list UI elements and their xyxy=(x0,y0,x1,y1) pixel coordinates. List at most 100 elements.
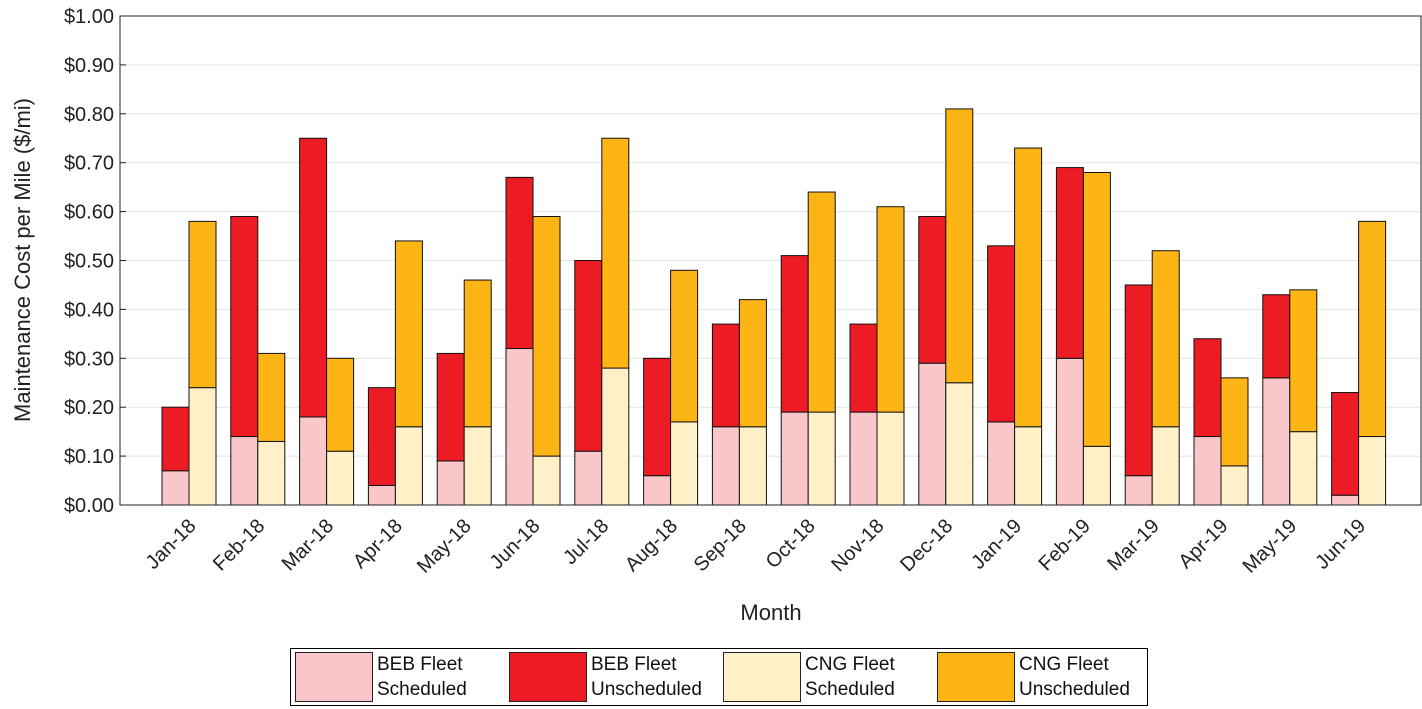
bar-segment xyxy=(711,323,740,428)
bar-segment xyxy=(1124,284,1153,477)
bar-segment xyxy=(1220,377,1249,467)
bar-segment xyxy=(326,450,355,506)
bar-segment xyxy=(738,426,767,506)
bar-segment xyxy=(367,484,396,506)
bar-segment xyxy=(849,323,878,413)
y-tick-label: $0.90 xyxy=(64,55,114,77)
x-tick-label: Jan-18 xyxy=(142,515,201,574)
chart: Month Maintenance Cost per Mile ($/mi) $… xyxy=(10,6,1422,625)
x-tick-label: Mar-19 xyxy=(1103,515,1163,575)
plot-frame xyxy=(119,15,1422,506)
legend-entry: CNG Fleet Unscheduled xyxy=(933,652,1147,702)
bar-segment xyxy=(367,387,396,486)
bar-segment xyxy=(643,357,672,477)
bar-segment xyxy=(1193,436,1222,506)
x-tick-label: Apr-19 xyxy=(1175,515,1233,573)
y-tick-label: $1.00 xyxy=(64,6,114,28)
x-tick-label: Feb-18 xyxy=(209,515,269,575)
bar-segment xyxy=(188,387,217,506)
bar-segment xyxy=(876,411,905,506)
bar-segment xyxy=(299,137,328,418)
bar-segment xyxy=(1220,465,1249,506)
x-tick-label: Sep-18 xyxy=(690,515,751,576)
x-tick-label: Dec-18 xyxy=(896,515,957,576)
x-tick-label: Nov-18 xyxy=(827,515,888,576)
bar-segment xyxy=(505,348,534,506)
bar-segment xyxy=(1124,475,1153,506)
bar-segment xyxy=(918,215,947,364)
bar-segment xyxy=(670,269,699,423)
legend-label: BEB Fleet Scheduled xyxy=(377,654,467,700)
bar-segment xyxy=(257,352,286,442)
bar-segment xyxy=(1331,392,1360,496)
bar-segment xyxy=(188,220,217,389)
legend-swatch xyxy=(295,652,373,702)
y-tick-label: $0.80 xyxy=(64,104,114,126)
x-tick-label: Jan-19 xyxy=(967,515,1026,574)
y-axis-label: Maintenance Cost per Mile ($/mi) xyxy=(10,98,35,422)
legend-label: BEB Fleet Unscheduled xyxy=(591,654,702,700)
bar-segment xyxy=(643,475,672,506)
bar-segment xyxy=(436,352,465,462)
bar-segment xyxy=(1082,171,1111,447)
x-tick-label: May-19 xyxy=(1239,515,1302,578)
y-tick-label: $0.10 xyxy=(64,446,114,468)
bar-segment xyxy=(161,470,190,506)
bar-segment xyxy=(230,436,259,506)
bar-segment xyxy=(1014,426,1043,506)
legend-label: CNG Fleet Scheduled xyxy=(805,654,895,700)
bar-segment xyxy=(601,367,630,506)
bar-segment xyxy=(601,137,630,369)
bar-segment xyxy=(945,108,974,384)
bar-segment xyxy=(1055,357,1084,506)
x-tick-label: Mar-18 xyxy=(278,515,338,575)
bar-segment xyxy=(532,215,561,457)
bar-segment xyxy=(1055,167,1084,359)
bar-segment xyxy=(257,440,286,506)
legend-label: CNG Fleet Unscheduled xyxy=(1019,654,1130,700)
bar-segment xyxy=(1262,377,1291,506)
bar-segment xyxy=(780,255,809,413)
bar-segment xyxy=(918,362,947,506)
bar-segment xyxy=(463,279,492,428)
bar-segment xyxy=(945,382,974,506)
x-axis-label: Month xyxy=(740,600,801,625)
bar-segment xyxy=(1193,338,1222,438)
bar-segment xyxy=(394,240,423,428)
bar-segment xyxy=(711,426,740,506)
bar-segment xyxy=(161,406,190,472)
bar-segment xyxy=(987,245,1016,423)
y-tick-label: $0.60 xyxy=(64,202,114,224)
x-tick-label: Jul-18 xyxy=(559,515,613,569)
bar-segment xyxy=(1151,250,1180,428)
legend-swatch xyxy=(937,652,1015,702)
bar-segment xyxy=(574,260,603,452)
x-tick-label: Aug-18 xyxy=(621,515,682,576)
bar-segment xyxy=(574,450,603,506)
bar-segment xyxy=(1151,426,1180,506)
x-tick-label: Apr-18 xyxy=(349,515,407,573)
bar-segment xyxy=(230,215,259,438)
legend: BEB Fleet Scheduled BEB Fleet Unscheduled… xyxy=(290,648,1148,706)
y-tick-label: $0.20 xyxy=(64,397,114,419)
legend-entry: CNG Fleet Scheduled xyxy=(719,652,933,702)
bar-segment xyxy=(849,411,878,506)
y-tick-label: $0.00 xyxy=(64,495,114,517)
bar-segment xyxy=(1014,147,1043,428)
bar-segment xyxy=(394,426,423,506)
legend-entry: BEB Fleet Scheduled xyxy=(291,652,505,702)
bar-segment xyxy=(807,411,836,506)
bar-segment xyxy=(1082,445,1111,506)
bar-segment xyxy=(505,176,534,350)
bar-segment xyxy=(780,411,809,506)
bar-segment xyxy=(1331,494,1360,506)
bar-segment xyxy=(1289,431,1318,506)
legend-swatch xyxy=(509,652,587,702)
bar-segment xyxy=(1358,436,1387,506)
y-tick-label: $0.30 xyxy=(64,348,114,370)
x-tick-label: Jun-19 xyxy=(1311,515,1370,574)
y-tick-label: $0.70 xyxy=(64,153,114,175)
bar-segment xyxy=(670,421,699,506)
y-tick-label: $0.40 xyxy=(64,299,114,321)
bar-segment xyxy=(1358,220,1387,438)
